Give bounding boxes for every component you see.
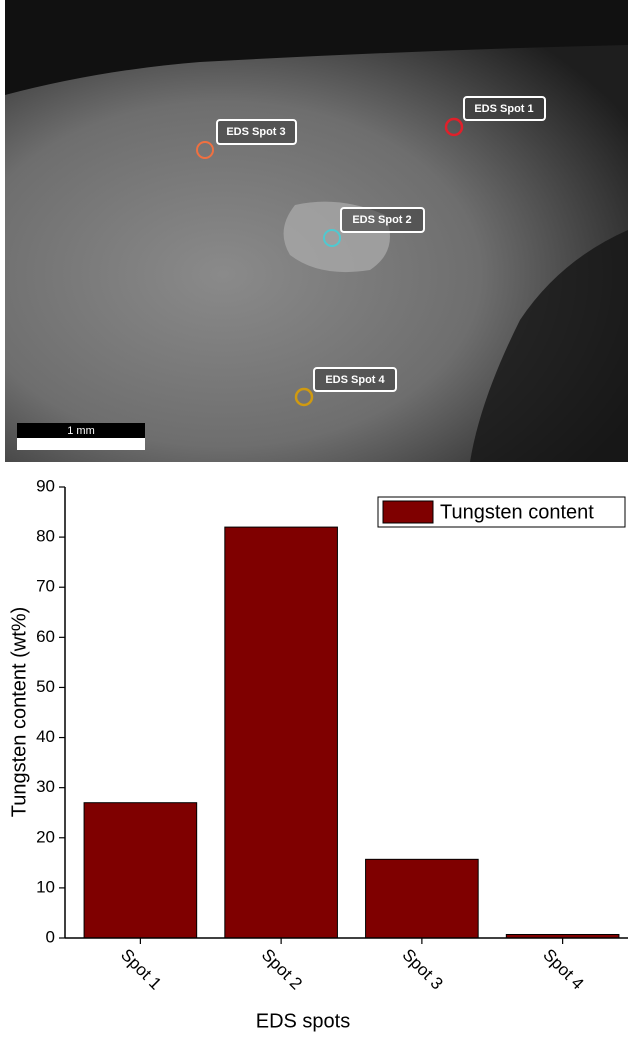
y-tick-label: 50 bbox=[36, 677, 55, 696]
sem-image: EDS Spot 1 EDS Spot 2 EDS Spot 3 EDS Spo… bbox=[5, 0, 628, 462]
y-tick-label: 90 bbox=[36, 476, 55, 495]
spot-label: EDS Spot 4 bbox=[325, 374, 385, 386]
legend-swatch bbox=[383, 501, 433, 523]
x-tick-label: Spot 3 bbox=[398, 945, 446, 993]
bar bbox=[366, 859, 479, 938]
scale-bar-label: 1 mm bbox=[67, 425, 95, 437]
y-tick-label: 30 bbox=[36, 777, 55, 796]
y-tick-label: 80 bbox=[36, 527, 55, 546]
y-tick-label: 10 bbox=[36, 877, 55, 896]
y-tick-label: 70 bbox=[36, 577, 55, 596]
spot-label: EDS Spot 3 bbox=[226, 126, 285, 138]
y-tick-label: 60 bbox=[36, 627, 55, 646]
y-tick-label: 20 bbox=[36, 827, 55, 846]
spot-label: EDS Spot 2 bbox=[352, 214, 411, 226]
bar bbox=[225, 527, 338, 938]
scale-bar bbox=[17, 438, 145, 450]
y-axis-label: Tungsten content (wt%) bbox=[8, 607, 30, 817]
spot-label: EDS Spot 1 bbox=[474, 103, 533, 115]
y-tick-label: 40 bbox=[36, 727, 55, 746]
bar bbox=[84, 803, 197, 938]
page: EDS Spot 1 EDS Spot 2 EDS Spot 3 EDS Spo… bbox=[0, 0, 628, 1037]
legend-label: Tungsten content bbox=[440, 501, 594, 523]
x-tick-label: Spot 2 bbox=[258, 945, 306, 993]
x-tick-label: Spot 1 bbox=[117, 945, 165, 993]
x-axis-label: EDS spots bbox=[256, 1010, 350, 1032]
x-tick-label: Spot 4 bbox=[539, 945, 587, 993]
y-tick-label: 0 bbox=[46, 927, 55, 946]
